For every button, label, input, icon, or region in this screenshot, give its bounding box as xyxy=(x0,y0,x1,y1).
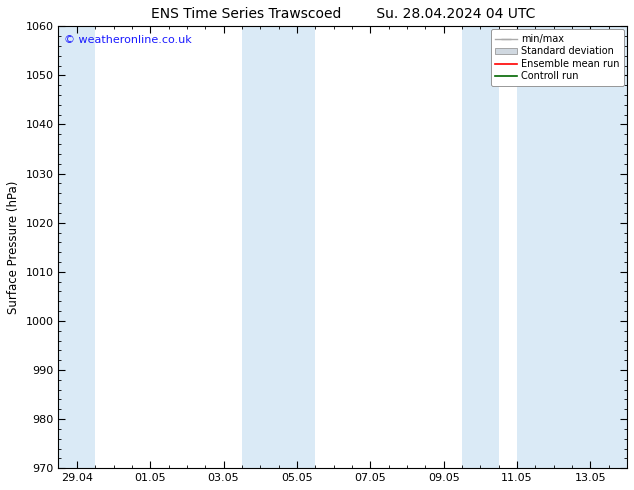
Legend: min/max, Standard deviation, Ensemble mean run, Controll run: min/max, Standard deviation, Ensemble me… xyxy=(491,29,624,86)
Bar xyxy=(58,26,95,468)
Bar xyxy=(517,26,627,468)
Bar xyxy=(462,26,499,468)
Y-axis label: Surface Pressure (hPa): Surface Pressure (hPa) xyxy=(7,180,20,314)
Title: ENS Time Series Trawscoed        Su. 28.04.2024 04 UTC: ENS Time Series Trawscoed Su. 28.04.2024… xyxy=(151,7,535,21)
Bar xyxy=(242,26,260,468)
Bar xyxy=(260,26,315,468)
Text: © weatheronline.co.uk: © weatheronline.co.uk xyxy=(64,35,192,45)
